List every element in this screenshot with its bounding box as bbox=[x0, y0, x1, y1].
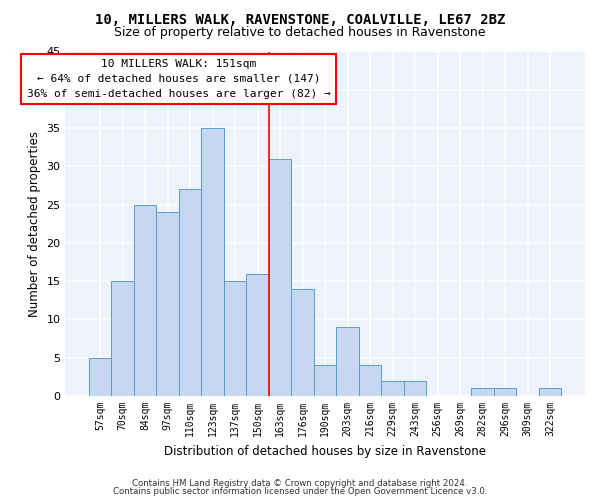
Bar bbox=[224, 281, 247, 396]
Bar bbox=[89, 358, 112, 396]
Text: 10 MILLERS WALK: 151sqm
← 64% of detached houses are smaller (147)
36% of semi-d: 10 MILLERS WALK: 151sqm ← 64% of detache… bbox=[27, 59, 331, 99]
Text: Contains HM Land Registry data © Crown copyright and database right 2024.: Contains HM Land Registry data © Crown c… bbox=[132, 478, 468, 488]
Text: Contains public sector information licensed under the Open Government Licence v3: Contains public sector information licen… bbox=[113, 487, 487, 496]
Bar bbox=[404, 380, 427, 396]
Bar bbox=[247, 274, 269, 396]
Bar bbox=[337, 327, 359, 396]
Bar bbox=[269, 158, 292, 396]
Bar bbox=[359, 366, 382, 396]
Bar bbox=[494, 388, 517, 396]
Bar bbox=[134, 204, 157, 396]
Bar bbox=[179, 190, 202, 396]
Bar bbox=[112, 281, 134, 396]
Bar bbox=[539, 388, 562, 396]
Bar bbox=[472, 388, 494, 396]
Y-axis label: Number of detached properties: Number of detached properties bbox=[28, 131, 41, 317]
Text: 10, MILLERS WALK, RAVENSTONE, COALVILLE, LE67 2BZ: 10, MILLERS WALK, RAVENSTONE, COALVILLE,… bbox=[95, 12, 505, 26]
X-axis label: Distribution of detached houses by size in Ravenstone: Distribution of detached houses by size … bbox=[164, 444, 486, 458]
Bar bbox=[202, 128, 224, 396]
Text: Size of property relative to detached houses in Ravenstone: Size of property relative to detached ho… bbox=[114, 26, 486, 39]
Bar bbox=[314, 366, 337, 396]
Bar bbox=[382, 380, 404, 396]
Bar bbox=[157, 212, 179, 396]
Bar bbox=[292, 289, 314, 396]
